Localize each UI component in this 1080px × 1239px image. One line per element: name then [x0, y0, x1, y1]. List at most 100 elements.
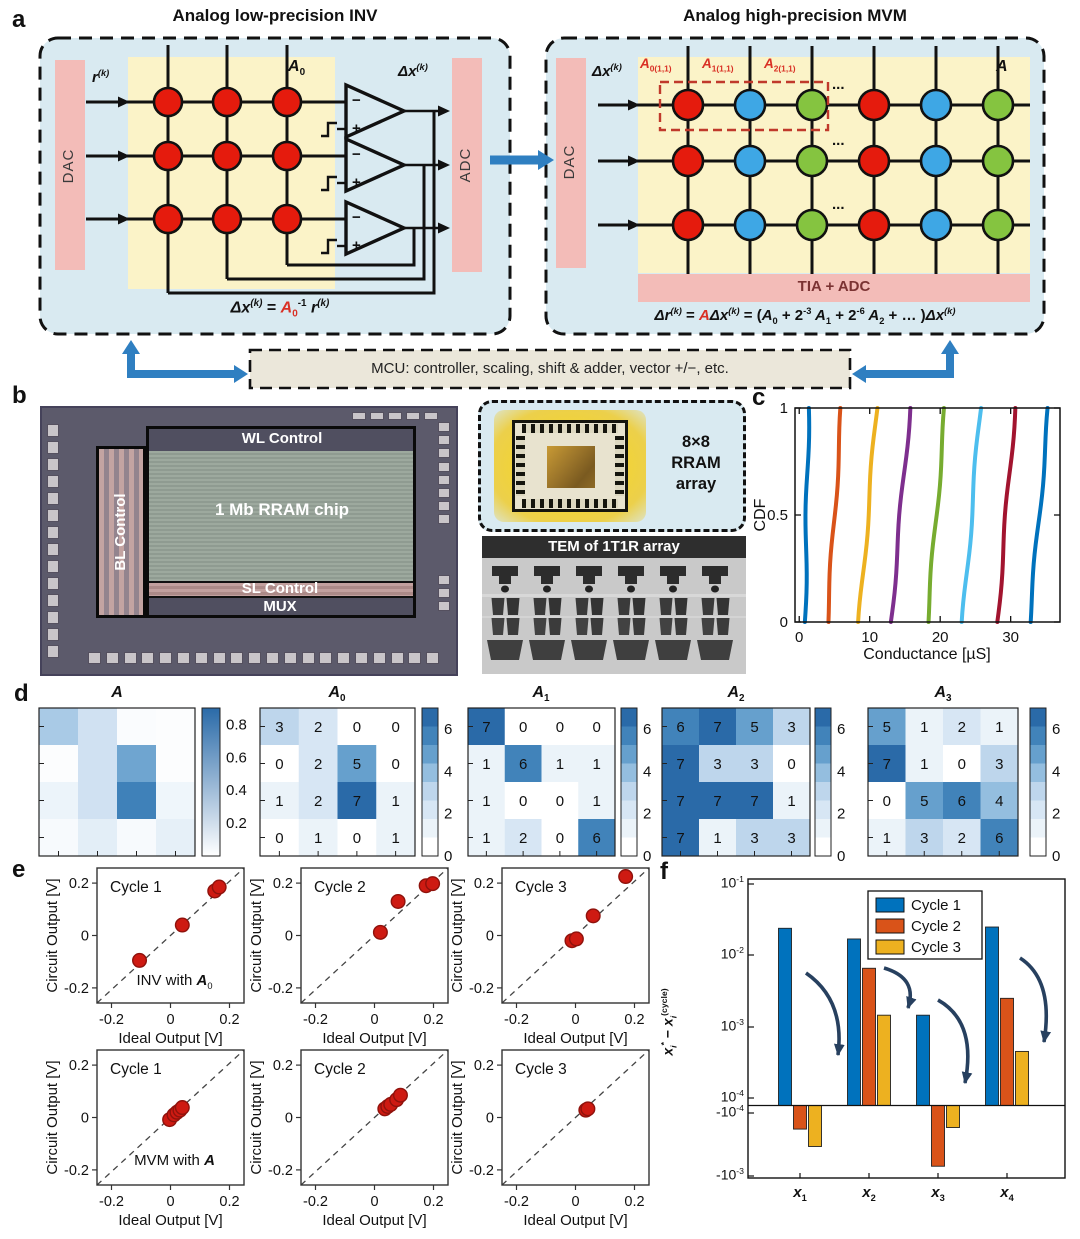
- xtick-label: 0.2: [219, 1194, 239, 1210]
- chip-pad: [230, 652, 244, 664]
- colorbar-border: [620, 707, 638, 857]
- text-segment: 1(1,1): [711, 63, 734, 74]
- mux-label: MUX: [263, 598, 297, 615]
- text-segment: 10: [720, 1088, 737, 1105]
- colorbar-step: [1030, 726, 1046, 746]
- heatmap-cell: [980, 745, 1019, 783]
- heatmap-cell-value: 1: [482, 756, 490, 773]
- chip-pad: [438, 514, 450, 525]
- cdf-curve-8: [1028, 406, 1050, 624]
- bar-ytick-label: -10-4: [692, 1103, 744, 1120]
- ylabel: Circuit Output [V]: [449, 878, 466, 992]
- colorbar-tick-label: 0.6: [226, 749, 247, 766]
- dots-row3: ...: [832, 196, 845, 213]
- text-segment: (k): [317, 298, 330, 309]
- heatmap-cell-value: 5: [883, 719, 891, 736]
- text-segment: =: [262, 299, 281, 317]
- heatmap-title-A1: A1: [501, 684, 581, 704]
- heatmap-cell-value: 3: [750, 830, 758, 847]
- xtick-label: -0.2: [303, 1194, 328, 1210]
- text-segment: A: [196, 972, 208, 989]
- heatmap-cell: [376, 745, 416, 783]
- colorbar-step: [621, 745, 637, 764]
- input-arrowhead: [118, 96, 130, 108]
- data-point: [580, 1101, 596, 1117]
- output-label-dx: Δx(k): [398, 62, 428, 80]
- text-segment: -3: [736, 1017, 744, 1027]
- heatmap-cell-value: 6: [676, 719, 684, 736]
- heatmap-cell: [117, 819, 157, 857]
- heatmap-cell: [156, 819, 196, 857]
- colorbar-step: [815, 800, 831, 820]
- ytick-label: -0.2: [268, 981, 293, 997]
- chip-pad: [47, 560, 59, 573]
- colorbar-step: [815, 819, 831, 838]
- bar-xtick-label: x3: [918, 1184, 958, 1203]
- text-segment: -4: [736, 1088, 744, 1098]
- scatter-inv2: -0.2 0 0.2 -0.2 0 0.2 Cycle 2 Ideal Output [V] C…: [248, 867, 449, 1047]
- heatmap-A: 0.2 0.4 0.6 0.8: [38, 707, 247, 857]
- colorbar-step: [422, 819, 438, 838]
- heatmap-cell-value: 1: [920, 756, 928, 773]
- text-segment: -1: [297, 298, 307, 309]
- chip-pad: [319, 652, 333, 664]
- heatmap-A0: 3 2 0 0 0 2 5 0 1 2 7 1 0 1 0 1 0 2 4 6: [259, 707, 452, 865]
- rram-cell-red: [152, 140, 184, 172]
- cdf-xtick-label: 30: [1002, 629, 1019, 646]
- input-label-r: r(k): [92, 68, 109, 86]
- ylabel: Circuit Output [V]: [44, 878, 61, 992]
- heatmap-cell: [376, 708, 416, 746]
- text-segment: + 2: [831, 307, 857, 324]
- text-segment: A: [280, 299, 293, 317]
- ytick-label: -0.2: [64, 1163, 89, 1179]
- text-segment: -10: [716, 1166, 737, 1183]
- opamp-plus: +: [352, 237, 361, 254]
- colorbar-tick-label: 2: [837, 806, 845, 823]
- heatmap-cell-value: 0: [519, 719, 527, 736]
- heatmap-cell-value: 1: [713, 830, 721, 847]
- formula-mvm: Δr(k) = AΔx(k) = (A0 + 2-3 A1 + 2-6 A2 +…: [610, 306, 1000, 326]
- text-segment: 0(1,1): [649, 63, 672, 74]
- heatmap-cell-value: 3: [787, 719, 795, 736]
- panel-label-e: e: [12, 856, 26, 883]
- heatmap-cell: [78, 708, 118, 746]
- axes-box: [501, 867, 650, 1004]
- colorbar-step: [422, 763, 438, 783]
- data-point: [380, 1098, 396, 1114]
- chip-pad: [47, 526, 59, 539]
- xlabel: Ideal Output [V]: [322, 1212, 426, 1229]
- bar-x1-cycle-1: [778, 927, 792, 1106]
- text-segment: 0: [207, 981, 213, 991]
- text-segment: Δx: [230, 299, 251, 317]
- ytick-label: 0: [285, 1111, 293, 1127]
- colorbar-border: [201, 707, 221, 857]
- heatmap-cell-value: 3: [713, 756, 721, 773]
- heatmap-border: [867, 707, 1019, 857]
- cdf-curve-2: [826, 406, 843, 624]
- text-segment: A: [328, 684, 341, 701]
- cdf-axes-box: [794, 407, 1061, 623]
- heatmap-cell: [736, 819, 774, 857]
- heatmap-title-A0: A0: [297, 684, 377, 704]
- heatmap-cell-value: 0: [556, 793, 564, 810]
- scatter-inv1: -0.2 0 0.2 -0.2 0 0.2 Cycle 1 Ideal Output [V] C…: [44, 867, 245, 1047]
- rram-array-region: [149, 451, 413, 581]
- legend-swatch: [875, 918, 905, 934]
- text-segment: (cycle): [659, 988, 669, 1016]
- arrowhead: [234, 365, 248, 383]
- cycle-label: Cycle 3: [515, 879, 567, 896]
- heatmap-cell-value: 2: [958, 830, 966, 847]
- cycle-label: Cycle 3: [515, 1061, 567, 1078]
- ytick-label: 0: [81, 1111, 89, 1127]
- data-point: [132, 952, 148, 968]
- data-point: [207, 883, 223, 899]
- chip-pad: [426, 652, 440, 664]
- identity-line: [501, 1049, 650, 1186]
- rram-cell: [919, 144, 953, 178]
- chip-pad: [438, 588, 450, 598]
- ytick-label: -0.2: [469, 981, 494, 997]
- heatmap-cell-value: 3: [787, 830, 795, 847]
- heatmap-cell-value: 1: [556, 756, 564, 773]
- heatmap-cell: [905, 782, 944, 820]
- chip-pad: [105, 652, 119, 664]
